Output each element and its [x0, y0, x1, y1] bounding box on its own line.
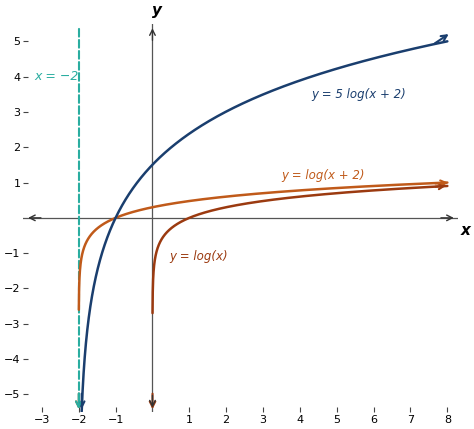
Text: y = log(x): y = log(x): [169, 250, 228, 263]
Text: y = 5 log(x + 2): y = 5 log(x + 2): [311, 88, 406, 101]
Text: y = log(x + 2): y = log(x + 2): [282, 169, 365, 182]
Text: y: y: [152, 3, 162, 18]
Text: x = −2: x = −2: [35, 70, 79, 83]
Text: x: x: [460, 223, 470, 238]
